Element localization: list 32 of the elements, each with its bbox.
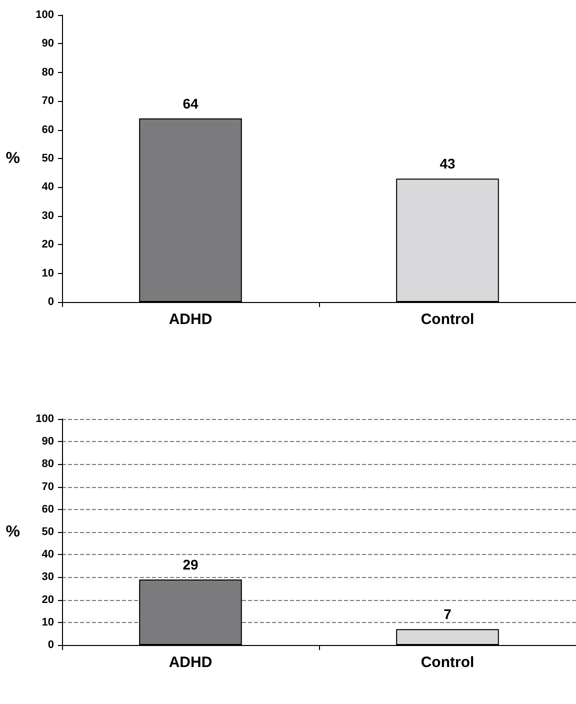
- y-tick-label: 30: [42, 210, 54, 222]
- y-tick-label: 40: [42, 181, 54, 194]
- x-tick-label: ADHD: [168, 654, 212, 671]
- y-tick-label: 20: [42, 238, 54, 251]
- y-tick-label: 50: [42, 526, 54, 538]
- y-tick-label: 70: [42, 95, 54, 108]
- y-tick-label: 80: [42, 66, 54, 78]
- y-tick-label: 0: [48, 639, 54, 651]
- data-label: 29: [182, 556, 198, 572]
- y-tick-label: 90: [42, 38, 54, 50]
- y-tick-label: 80: [42, 458, 54, 470]
- y-tick-label: 30: [42, 571, 54, 584]
- y-tick-label: 10: [42, 616, 54, 628]
- y-tick-label: 20: [42, 594, 54, 606]
- y-tick-label: 100: [36, 413, 54, 425]
- y-tick-label: 100: [36, 9, 54, 21]
- y-axis-title: %: [6, 524, 20, 540]
- y-tick-label: 40: [42, 548, 54, 561]
- y-tick-label: 50: [42, 152, 54, 164]
- y-tick-label: 10: [42, 267, 54, 280]
- x-tick-label: Control: [420, 654, 474, 671]
- y-tick-label: 0: [48, 296, 54, 308]
- x-tick-label: ADHD: [168, 311, 212, 328]
- data-label: 7: [444, 606, 452, 622]
- x-tick-label: Control: [420, 311, 474, 328]
- y-axis-title: %: [6, 150, 20, 167]
- data-label: 43: [440, 156, 456, 172]
- data-label: 64: [182, 95, 198, 112]
- y-tick-label: 60: [42, 503, 54, 516]
- y-tick-label: 60: [42, 124, 54, 136]
- y-tick-label: 90: [42, 436, 54, 448]
- y-tick-label: 70: [42, 480, 54, 493]
